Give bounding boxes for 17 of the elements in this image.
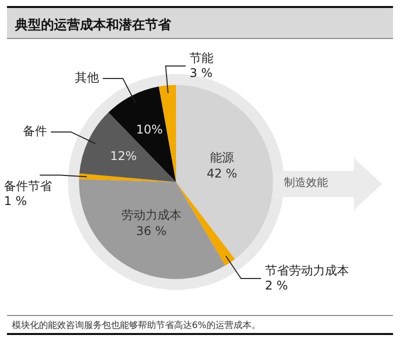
text: 制造效能 [284,175,328,190]
slice-label: 节省劳动力成本 [265,264,350,278]
data-label: 2 % [265,278,288,293]
slice-label: 劳动力成本 [121,208,182,222]
slice-label: 备件节省 [4,179,52,194]
data-label: 42 % [206,166,238,181]
data-label: 10% [136,122,163,136]
data-label: 1 % [4,194,27,208]
slice-label: 能源 [210,150,234,165]
data-label: 3 % [190,66,213,80]
text: 模块化的能效咨询服务包也能够帮助节省高达6%的运营成本。 [12,320,260,332]
slice-label: 其他 [74,70,99,85]
slice-label: 备件 [22,124,47,138]
data-label: 36 % [136,224,167,238]
data-label: 12% [110,149,137,164]
slice-label: 节能 [190,51,214,66]
chart-title: 典型的运营成本和潜在节省 [15,17,171,34]
